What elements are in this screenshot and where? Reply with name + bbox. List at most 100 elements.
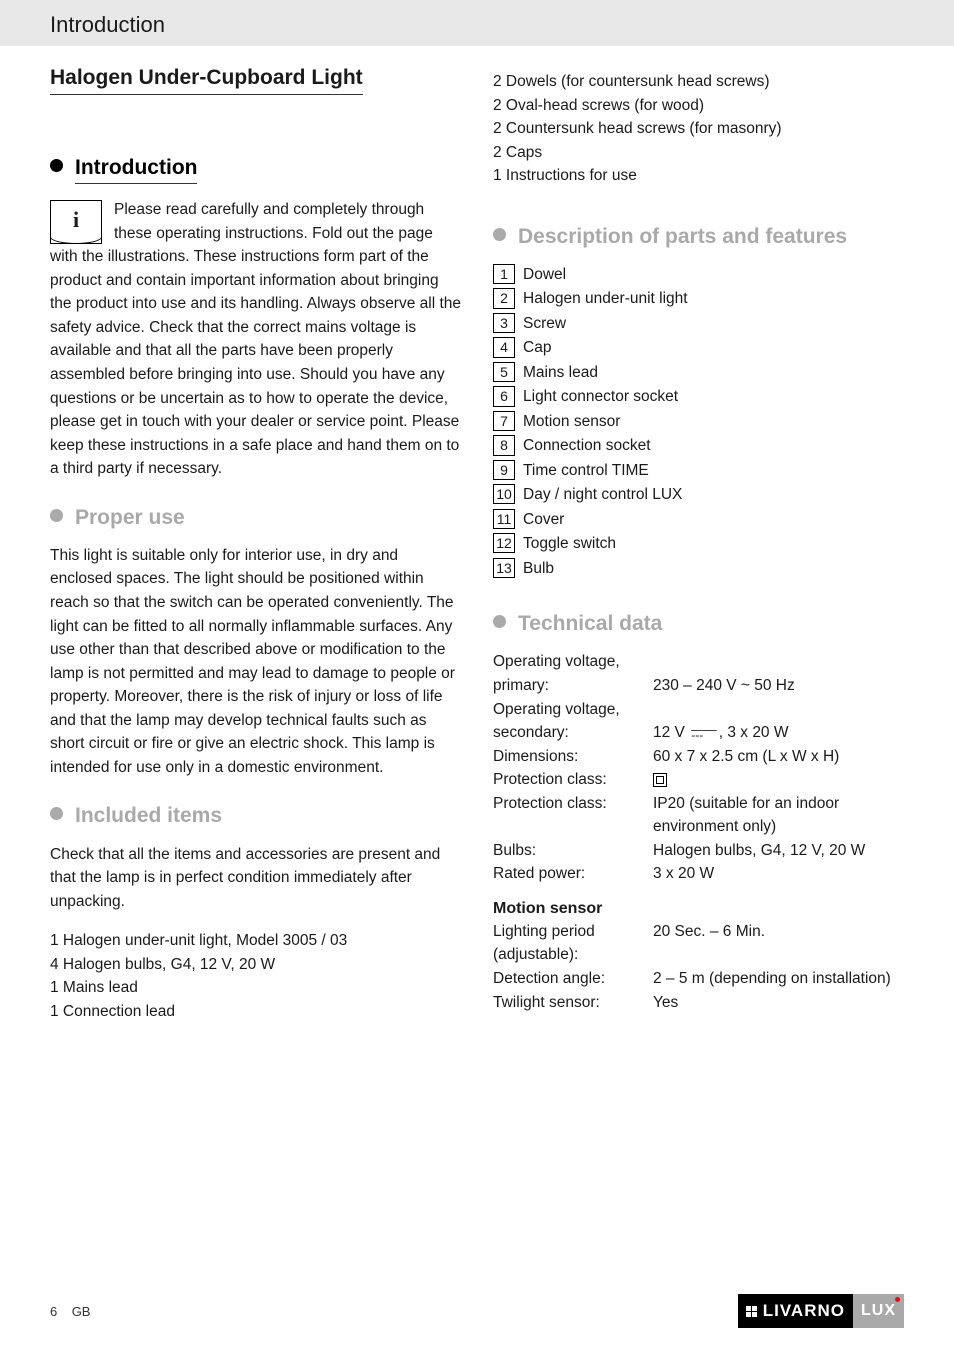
brand-main: LIVARNO [763,1301,845,1321]
heading-text: Proper use [75,505,185,530]
section-technical-heading: Technical data [493,611,904,636]
part-number-box: 13 [493,558,515,578]
tech-row: Twilight sensor:Yes [493,991,904,1015]
tech-row: Protection class: [493,768,904,792]
tech-row: primary:230 – 240 V ~ 50 Hz [493,674,904,698]
technical-rows: Operating voltage,primary:230 – 240 V ~ … [493,650,904,885]
bullet-icon [493,615,506,628]
right-column: 2 Dowels (for countersunk head screws)2 … [493,66,904,1023]
proper-use-body: This light is suitable only for interior… [50,544,461,779]
part-label: Dowel [523,263,566,287]
brand-left: LIVARNO [738,1294,853,1328]
tech-row: Rated power:3 x 20 W [493,862,904,886]
tech-value: 20 Sec. – 6 Min. [653,920,904,967]
list-item: 1 Connection lead [50,1000,461,1024]
tech-value: 2 – 5 m (depending on installation) [653,967,904,991]
tech-value: 12 V ───---, 3 x 20 W [653,721,904,745]
part-number-box: 12 [493,533,515,553]
list-item: 8 Connection socket [493,434,904,458]
motion-sensor-subhead: Motion sensor [493,900,904,918]
part-label: Motion sensor [523,410,620,434]
page-curl-icon [50,237,102,244]
tech-label: Lighting period (adjustable): [493,920,653,967]
introduction-body: i Please read carefully and completely t… [50,198,461,481]
tech-value: Halogen bulbs, G4, 12 V, 20 W [653,839,904,863]
dc-symbol-icon: ───--- [691,728,717,738]
list-item: 2 Dowels (for countersunk head screws) [493,70,904,94]
bullet-icon [493,228,506,241]
part-label: Screw [523,312,566,336]
breadcrumb: Introduction [50,12,165,37]
heading-text: Introduction [75,155,197,184]
page-num-value: 6 [50,1304,57,1319]
list-item: 10 Day / night control LUX [493,483,904,507]
tech-row: Lighting period (adjustable):20 Sec. – 6… [493,920,904,967]
bullet-icon [50,159,63,172]
tech-label: Detection angle: [493,967,653,991]
list-item: 2 Oval-head screws (for wood) [493,94,904,118]
part-label: Connection socket [523,434,651,458]
list-item: 13 Bulb [493,557,904,581]
part-number-box: 7 [493,411,515,431]
list-item: 6 Light connector socket [493,385,904,409]
tech-label: Operating voltage, [493,650,653,674]
tech-value: IP20 (suitable for an indoor environment… [653,792,904,839]
tech-row: Dimensions:60 x 7 x 2.5 cm (L x W x H) [493,745,904,769]
brand-squares-icon [746,1306,757,1317]
double-square-icon [653,773,667,787]
part-number-box: 6 [493,386,515,406]
section-included-heading: Included items [50,803,461,828]
included-items-right: 2 Dowels (for countersunk head screws)2 … [493,70,904,188]
list-item: 2Halogen under-unit light [493,287,904,311]
list-item: 4 Cap [493,336,904,360]
tech-label: Rated power: [493,862,653,886]
part-number-box: 8 [493,435,515,455]
list-item: 1 Halogen under-unit light, Model 3005 /… [50,929,461,953]
heading-text: Description of parts and features [518,224,847,249]
part-number-box: 9 [493,460,515,480]
motion-sensor-rows: Lighting period (adjustable):20 Sec. – 6… [493,920,904,1014]
tech-label: Dimensions: [493,745,653,769]
bullet-icon [50,807,63,820]
tech-value: 230 – 240 V ~ 50 Hz [653,674,904,698]
section-proper-use-heading: Proper use [50,505,461,530]
brand-badge: LIVARNO LUX [738,1294,904,1328]
tech-label: primary: [493,674,653,698]
introduction-text: Please read carefully and completely thr… [50,201,461,477]
list-item: 2 Caps [493,141,904,165]
part-label: Mains lead [523,361,598,385]
part-label: Time control TIME [523,459,649,483]
part-label: Bulb [523,557,554,581]
part-number-box: 5 [493,362,515,382]
list-item: 1 Instructions for use [493,164,904,188]
heading-text: Included items [75,803,222,828]
tech-row: Detection angle:2 – 5 m (depending on in… [493,967,904,991]
tech-value: 60 x 7 x 2.5 cm (L x W x H) [653,745,904,769]
part-label: Light connector socket [523,385,678,409]
part-label: Toggle switch [523,532,616,556]
parts-list: 1Dowel2Halogen under-unit light3Screw4Ca… [493,263,904,581]
part-number-box: 10 [493,484,515,504]
tech-value: Yes [653,991,904,1015]
tech-label: Operating voltage, [493,698,653,722]
part-number-box: 4 [493,337,515,357]
tech-label: Twilight sensor: [493,991,653,1015]
list-item: 1Dowel [493,263,904,287]
list-item: 2 Countersunk head screws (for masonry) [493,117,904,141]
left-column: Halogen Under-Cupboard Light Introductio… [50,66,461,1023]
list-item: 7 Motion sensor [493,410,904,434]
section-introduction-heading: Introduction [50,155,461,184]
part-label: Day / night control LUX [523,483,682,507]
brand-dot-icon [895,1297,900,1302]
list-item: 11Cover [493,508,904,532]
tech-value [653,768,904,792]
list-item: 5 Mains lead [493,361,904,385]
manual-icon: i [50,200,102,244]
footer: 6 GB LIVARNO LUX [50,1294,904,1328]
part-label: Cap [523,336,551,360]
tech-row: Protection class:IP20 (suitable for an i… [493,792,904,839]
part-label: Cover [523,508,564,532]
list-item: 12 Toggle switch [493,532,904,556]
included-items-left: 1 Halogen under-unit light, Model 3005 /… [50,929,461,1023]
part-number-box: 2 [493,288,515,308]
